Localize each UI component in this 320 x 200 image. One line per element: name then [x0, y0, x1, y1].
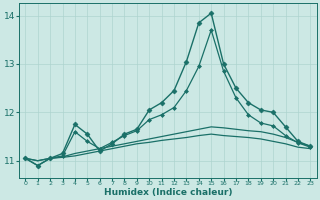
X-axis label: Humidex (Indice chaleur): Humidex (Indice chaleur)	[104, 188, 232, 197]
